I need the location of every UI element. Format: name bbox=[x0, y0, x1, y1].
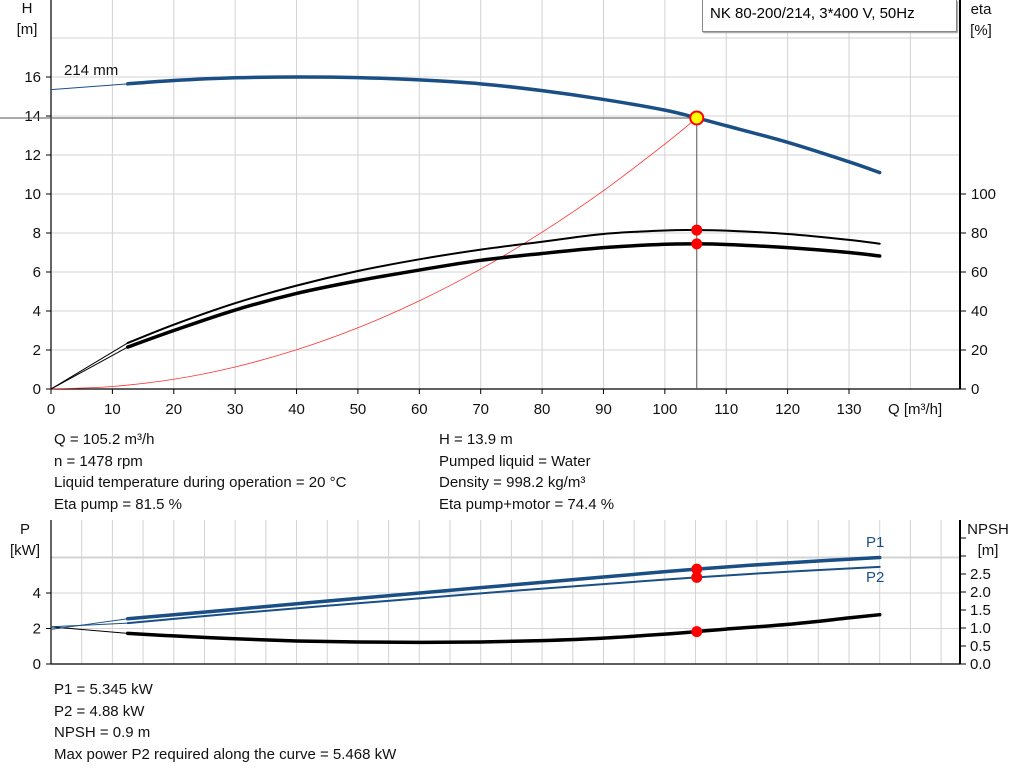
x-tick-label: 90 bbox=[595, 401, 612, 418]
p2-label: P2 bbox=[866, 569, 884, 586]
operating-point-marker bbox=[689, 110, 705, 126]
y-tick-label: 14 bbox=[24, 108, 41, 125]
info-q: Q = 105.2 m³/h bbox=[54, 431, 155, 448]
y-axis-label: [kW] bbox=[10, 542, 40, 559]
x-tick-label: 50 bbox=[350, 401, 367, 418]
y-right-tick-label: 2.0 bbox=[970, 584, 991, 601]
y-tick-label: 8 bbox=[33, 225, 41, 242]
y-right-tick-label: 40 bbox=[971, 303, 988, 320]
npsh-marker bbox=[691, 626, 703, 638]
eta-pump-motor-curve bbox=[125, 242, 882, 349]
system-curve bbox=[50, 117, 698, 390]
npsh-curve bbox=[125, 612, 882, 645]
y-right-tick-label: 0.0 bbox=[970, 656, 991, 673]
info-max-power: Max power P2 required along the curve = … bbox=[54, 745, 397, 763]
p1-curve-extension bbox=[50, 618, 128, 630]
y-axis-label: H bbox=[22, 0, 33, 17]
info-temp: Liquid temperature during operation = 20… bbox=[54, 474, 347, 491]
eta-pump-motor-marker bbox=[691, 238, 703, 250]
info-eta-pump: Eta pump = 81.5 % bbox=[54, 495, 182, 513]
x-tick-label: 30 bbox=[227, 401, 244, 418]
info-p1: P1 = 5.345 kW bbox=[54, 681, 153, 698]
info-p2: P2 = 4.88 kW bbox=[54, 702, 145, 720]
x-tick-label: 10 bbox=[104, 401, 121, 418]
x-tick-label: 110 bbox=[714, 401, 738, 418]
y-tick-label: 6 bbox=[33, 264, 41, 281]
chart-title-box: NK 80-200/214, 3*400 V, 50Hz bbox=[702, 0, 957, 32]
head-curve bbox=[125, 75, 882, 175]
y-tick-label: 10 bbox=[24, 186, 41, 203]
impeller-diameter-label: 214 mm bbox=[64, 62, 118, 79]
y-right-tick-label: 1.0 bbox=[970, 620, 991, 637]
info-top-left: Q = 105.2 m³/h n = 1478 rpm Liquid tempe… bbox=[54, 429, 346, 515]
info-npsh: NPSH = 0.9 m bbox=[54, 724, 151, 741]
y-tick-label: 4 bbox=[33, 585, 41, 602]
x-tick-label: 120 bbox=[775, 401, 800, 418]
x-tick-label: 80 bbox=[534, 401, 551, 418]
info-n: n = 1478 rpm bbox=[54, 452, 143, 470]
info-eta-pump-motor: Eta pump+motor = 74.4 % bbox=[439, 495, 615, 513]
y-right-axis-label: NPSH bbox=[967, 521, 1009, 538]
npsh-curve-extension bbox=[50, 626, 128, 634]
p1-curve bbox=[125, 555, 882, 621]
x-axis-label: Q [m³/h] bbox=[888, 401, 942, 418]
info-bottom: P1 = 5.345 kW P2 = 4.88 kW NPSH = 0.9 m … bbox=[54, 679, 396, 765]
y-tick-label: 2 bbox=[33, 342, 41, 359]
y-tick-label: 12 bbox=[24, 147, 41, 164]
p2-curve bbox=[126, 565, 881, 625]
info-density: Density = 998.2 kg/m³ bbox=[439, 474, 586, 491]
y-tick-label: 2 bbox=[33, 621, 41, 638]
y-axis-label: P bbox=[20, 521, 30, 538]
x-tick-label: 60 bbox=[411, 401, 428, 418]
y-right-tick-label: 20 bbox=[971, 342, 988, 359]
y-right-tick-label: 100 bbox=[971, 186, 996, 203]
x-tick-label: 70 bbox=[472, 401, 489, 418]
y-tick-label: 16 bbox=[24, 69, 41, 86]
y-tick-label: 4 bbox=[33, 303, 41, 320]
x-tick-label: 100 bbox=[652, 401, 677, 418]
p2-curve-extension bbox=[50, 622, 128, 628]
y-axis-label: [m] bbox=[17, 21, 38, 38]
eta-pump-motor-curve-extension bbox=[50, 346, 128, 390]
y-right-tick-label: 2.5 bbox=[970, 566, 991, 583]
x-tick-label: 40 bbox=[288, 401, 305, 418]
y-right-tick-label: 0.5 bbox=[970, 638, 991, 655]
info-liquid: Pumped liquid = Water bbox=[439, 452, 591, 470]
y-right-axis-label: eta bbox=[971, 1, 993, 18]
info-h: H = 13.9 m bbox=[439, 431, 513, 448]
p2-marker bbox=[691, 571, 703, 583]
y-right-tick-label: 80 bbox=[971, 225, 988, 242]
y-right-tick-label: 0 bbox=[971, 381, 979, 398]
x-tick-label: 20 bbox=[165, 401, 182, 418]
y-right-tick-label: 1.5 bbox=[970, 602, 991, 619]
y-right-tick-label: 60 bbox=[971, 264, 988, 281]
x-tick-label: 130 bbox=[836, 401, 861, 418]
x-tick-label: 0 bbox=[47, 401, 55, 418]
info-top-right: H = 13.9 m Pumped liquid = Water Density… bbox=[439, 429, 614, 515]
y-tick-label: 0 bbox=[33, 656, 41, 673]
y-right-axis-label: [%] bbox=[970, 22, 992, 39]
head-curve-extension bbox=[50, 83, 128, 91]
p1-label: P1 bbox=[866, 534, 884, 551]
eta-pump-curve bbox=[126, 229, 881, 344]
eta-pump-marker bbox=[691, 224, 703, 236]
p1-marker bbox=[691, 563, 703, 575]
y-tick-label: 0 bbox=[33, 381, 41, 398]
y-right-axis-label: [m] bbox=[978, 542, 999, 559]
